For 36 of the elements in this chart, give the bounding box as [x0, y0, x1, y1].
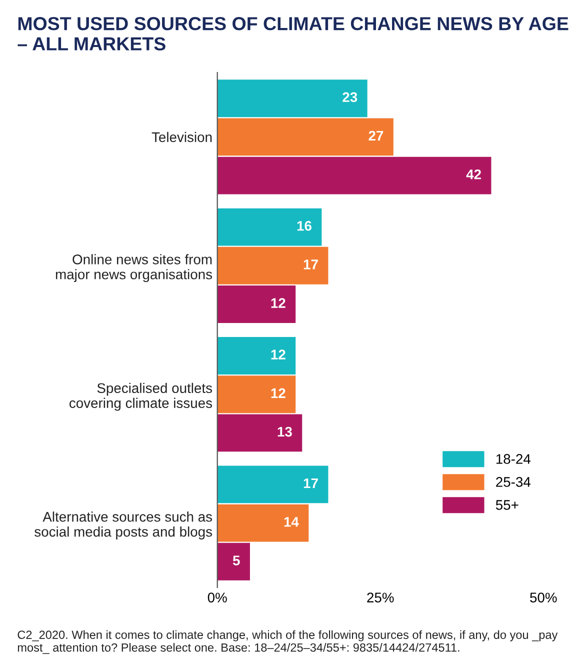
x-tick-label: 50%	[530, 592, 557, 602]
data-label: 17	[304, 260, 318, 270]
data-label: 12	[271, 298, 286, 308]
data-label: 16	[297, 220, 312, 231]
data-label: 42	[466, 169, 481, 180]
x-tick-label: 25%	[367, 592, 394, 602]
bar	[217, 208, 322, 246]
data-label: 12	[271, 350, 286, 360]
bar	[217, 118, 394, 156]
y-tick-label: Television	[152, 132, 212, 142]
legend-label: 18-24	[496, 454, 530, 464]
text: C2_2020. When it comes to climate change, which of the following sources of news, if any, do you _pay most_ attention to? Please select one. Base: 18–24/25–34/55+: 9835/14424/274511.	[18, 630, 558, 654]
data-label: 17	[304, 478, 318, 488]
bar	[217, 466, 328, 504]
bar	[217, 286, 296, 323]
y-tick-label: Online news sites from major news organisations	[56, 254, 212, 282]
data-label: 23	[342, 92, 358, 102]
data-label: 14	[284, 517, 299, 527]
bar	[217, 414, 302, 452]
y-tick-label: Alternative sources such as social media posts and blogs	[34, 512, 212, 540]
data-label: 27	[368, 130, 384, 141]
bar	[217, 504, 309, 542]
bar	[217, 156, 492, 194]
bar	[217, 246, 328, 284]
bar	[217, 80, 368, 118]
y-tick-label: Specialised outlets covering climate issues	[70, 382, 212, 411]
x-tick-label: 0%	[208, 592, 227, 602]
legend-label: 55+	[496, 500, 518, 510]
bar	[217, 542, 250, 580]
data-label: 12	[271, 388, 286, 398]
bar	[217, 376, 296, 414]
bar	[217, 337, 296, 374]
legend-label: 25-34	[496, 477, 530, 487]
data-label: 5	[232, 556, 240, 566]
data-label: 13	[278, 426, 292, 437]
chart-title: MOST USED SOURCES OF CLIMATE CHANGE NEWS BY AGE – ALL MARKETS	[18, 16, 568, 50]
